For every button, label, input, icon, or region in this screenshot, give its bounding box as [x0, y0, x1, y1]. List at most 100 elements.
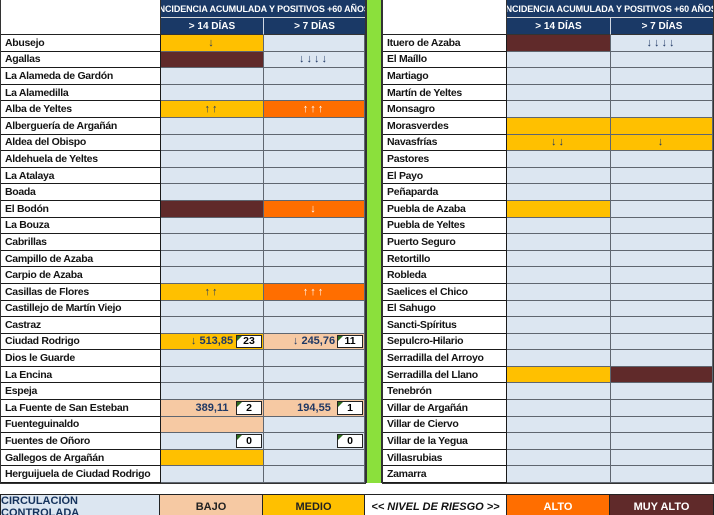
cell-14-days [161, 151, 264, 168]
cell-14-days [507, 300, 611, 318]
cell-14-days [507, 217, 611, 235]
cell-7-days [264, 267, 365, 284]
positives-count-box: 11 [337, 334, 363, 349]
flag-corner-icon [338, 435, 343, 441]
flag-corner-icon [237, 435, 242, 441]
legend-muy-alto: MUY ALTO [609, 494, 714, 515]
cell-7-days [264, 383, 365, 401]
cell-7-days: ↑↑↑ [264, 283, 365, 301]
risk-level-legend: CIRCULACIÓN CONTROLADA BAJO MEDIO << NIVEL … [0, 494, 714, 515]
cell-7-days [611, 267, 713, 284]
trend-arrows: ↓ [208, 36, 216, 49]
flag-corner-icon [237, 335, 242, 341]
municipality-name: Monsagro [383, 101, 507, 118]
cell-14-days [161, 250, 264, 268]
flag-corner-icon [237, 402, 242, 408]
municipality-name: La Encina [1, 366, 161, 384]
cell-14-days [507, 68, 611, 85]
cell-7-days: 194,55 1 [264, 400, 365, 417]
municipalities-table-right: INCIDENCIA ACUMULADA Y POSITIVOS +60 AÑO… [382, 0, 714, 485]
municipality-name: Dios le Guarde [1, 350, 161, 367]
cell-7-days [611, 234, 713, 251]
cell-7-days [611, 84, 713, 102]
municipalities-table-left: INCIDENCIA ACUMULADA Y POSITIVOS +60 AÑO… [0, 0, 366, 485]
cell-7-days: ↓ [264, 200, 365, 218]
municipality-name: Tenebrón [383, 383, 507, 401]
cell-14-days [161, 117, 264, 135]
municipality-name: Ituero de Azaba [383, 35, 507, 52]
cell-7-days [611, 366, 713, 384]
cell-7-days: 0 [264, 433, 365, 450]
cell-7-days [264, 300, 365, 318]
col-header-7-days: > 7 DÍAS [611, 18, 713, 35]
table-corner-blank [383, 0, 507, 35]
cell-14-days [161, 68, 264, 85]
trend-arrows: ↑↑↑ [302, 103, 326, 116]
municipality-name: Villar de la Yegua [383, 433, 507, 450]
cell-14-days [507, 51, 611, 69]
municipality-name: Cabrillas [1, 234, 161, 251]
municipality-name: Pastores [383, 151, 507, 168]
cell-7-days [264, 151, 365, 168]
cell-14-days: 0 [161, 433, 264, 450]
municipality-name: Abusejo [1, 35, 161, 52]
cell-14-days [161, 449, 264, 467]
positives-count-box: 0 [337, 434, 363, 448]
cell-7-days [611, 317, 713, 334]
cell-7-days [611, 250, 713, 268]
municipality-name: La Alameda de Gardón [1, 68, 161, 85]
cell-7-days: ↓ [611, 134, 713, 152]
col-header-14-days: > 14 DÍAS [161, 18, 264, 35]
cell-14-days [161, 234, 264, 251]
municipality-name: La Bouza [1, 217, 161, 235]
cell-7-days [264, 416, 365, 434]
cell-7-days [264, 167, 365, 185]
municipality-name: Castillejo de Martín Viejo [1, 300, 161, 318]
cell-14-days [507, 151, 611, 168]
cell-14-days [507, 317, 611, 334]
cell-7-days [264, 466, 365, 484]
cell-14-days [161, 184, 264, 201]
incidence-value: ↓ 245,76 [292, 335, 336, 348]
municipality-name: Casillas de Flores [1, 283, 161, 301]
cell-14-days [161, 51, 264, 69]
trend-arrows: ↑↑↑ [302, 285, 326, 298]
cell-7-days [611, 466, 713, 484]
municipality-name: El Bodón [1, 200, 161, 218]
cell-14-days [161, 300, 264, 318]
legend-bajo: BAJO [159, 494, 263, 515]
municipality-name: Retortillo [383, 250, 507, 268]
municipality-name: Campillo de Azaba [1, 250, 161, 268]
cell-7-days [264, 449, 365, 467]
cell-14-days [507, 200, 611, 218]
cell-14-days [507, 101, 611, 118]
cell-14-days [161, 200, 264, 218]
cell-14-days [161, 217, 264, 235]
cell-14-days [161, 466, 264, 484]
legend-nivel-de-riesgo: << NIVEL DE RIESGO >> [364, 494, 507, 515]
positives-count-box: 23 [236, 334, 262, 349]
cell-7-days [264, 84, 365, 102]
municipality-name: Villasrubias [383, 449, 507, 467]
cell-7-days: ↑↑↑ [264, 101, 365, 118]
cell-7-days [611, 101, 713, 118]
municipality-name: Sepulcro-Hilario [383, 333, 507, 351]
cell-7-days [264, 317, 365, 334]
cell-14-days [507, 250, 611, 268]
cell-14-days [507, 433, 611, 450]
cell-14-days [161, 167, 264, 185]
municipality-name: Zamarra [383, 466, 507, 484]
positives-count-box: 1 [337, 401, 363, 415]
cell-7-days [264, 350, 365, 367]
cell-14-days: ↑↑ [161, 101, 264, 118]
col-header-14-days: > 14 DÍAS [507, 18, 611, 35]
table-corner-blank [1, 0, 161, 35]
green-divider [366, 0, 382, 483]
cell-7-days [611, 200, 713, 218]
municipality-name: Navasfrías [383, 134, 507, 152]
positives-count-box: 0 [236, 434, 262, 448]
municipality-name: Puebla de Azaba [383, 200, 507, 218]
positives-count-box: 2 [236, 401, 262, 415]
municipality-name: El Maíllo [383, 51, 507, 69]
